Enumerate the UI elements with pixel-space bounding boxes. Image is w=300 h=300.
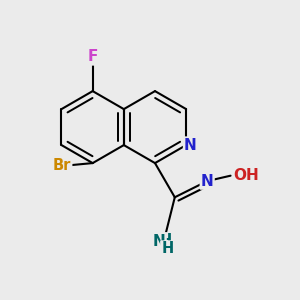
Text: H: H	[161, 242, 174, 256]
Text: OH: OH	[233, 168, 259, 183]
Text: Br: Br	[53, 158, 71, 173]
Text: N: N	[153, 234, 166, 249]
Text: N: N	[184, 138, 197, 153]
Text: H: H	[160, 233, 172, 248]
Text: N: N	[201, 174, 214, 189]
Text: F: F	[88, 50, 98, 64]
